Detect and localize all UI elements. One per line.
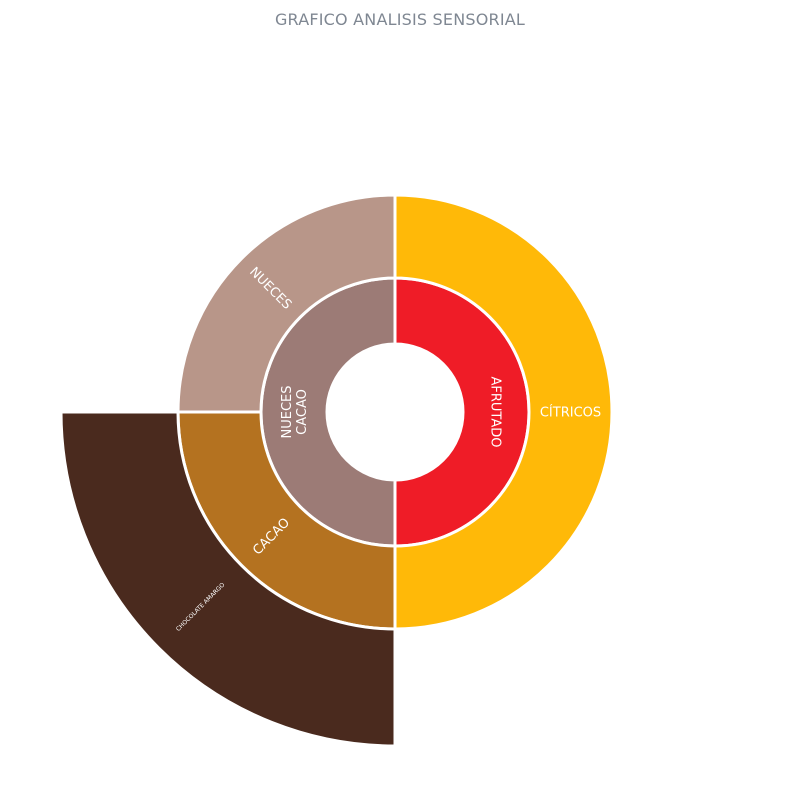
- segment-outer-nueces[interactable]: [176, 193, 397, 414]
- label-inner-nueces-cacao: NUECESCACAO: [280, 386, 310, 439]
- chart-title: GRAFICO ANALISIS SENSORIAL: [274, 10, 526, 29]
- segment-outer-citricos[interactable]: [393, 193, 614, 631]
- segment-extended-chocolate-amargo[interactable]: [59, 410, 397, 748]
- label-outer-citricos: CÍTRICOS: [540, 405, 601, 421]
- label-inner-afrutado: AFRUTADO: [487, 377, 502, 448]
